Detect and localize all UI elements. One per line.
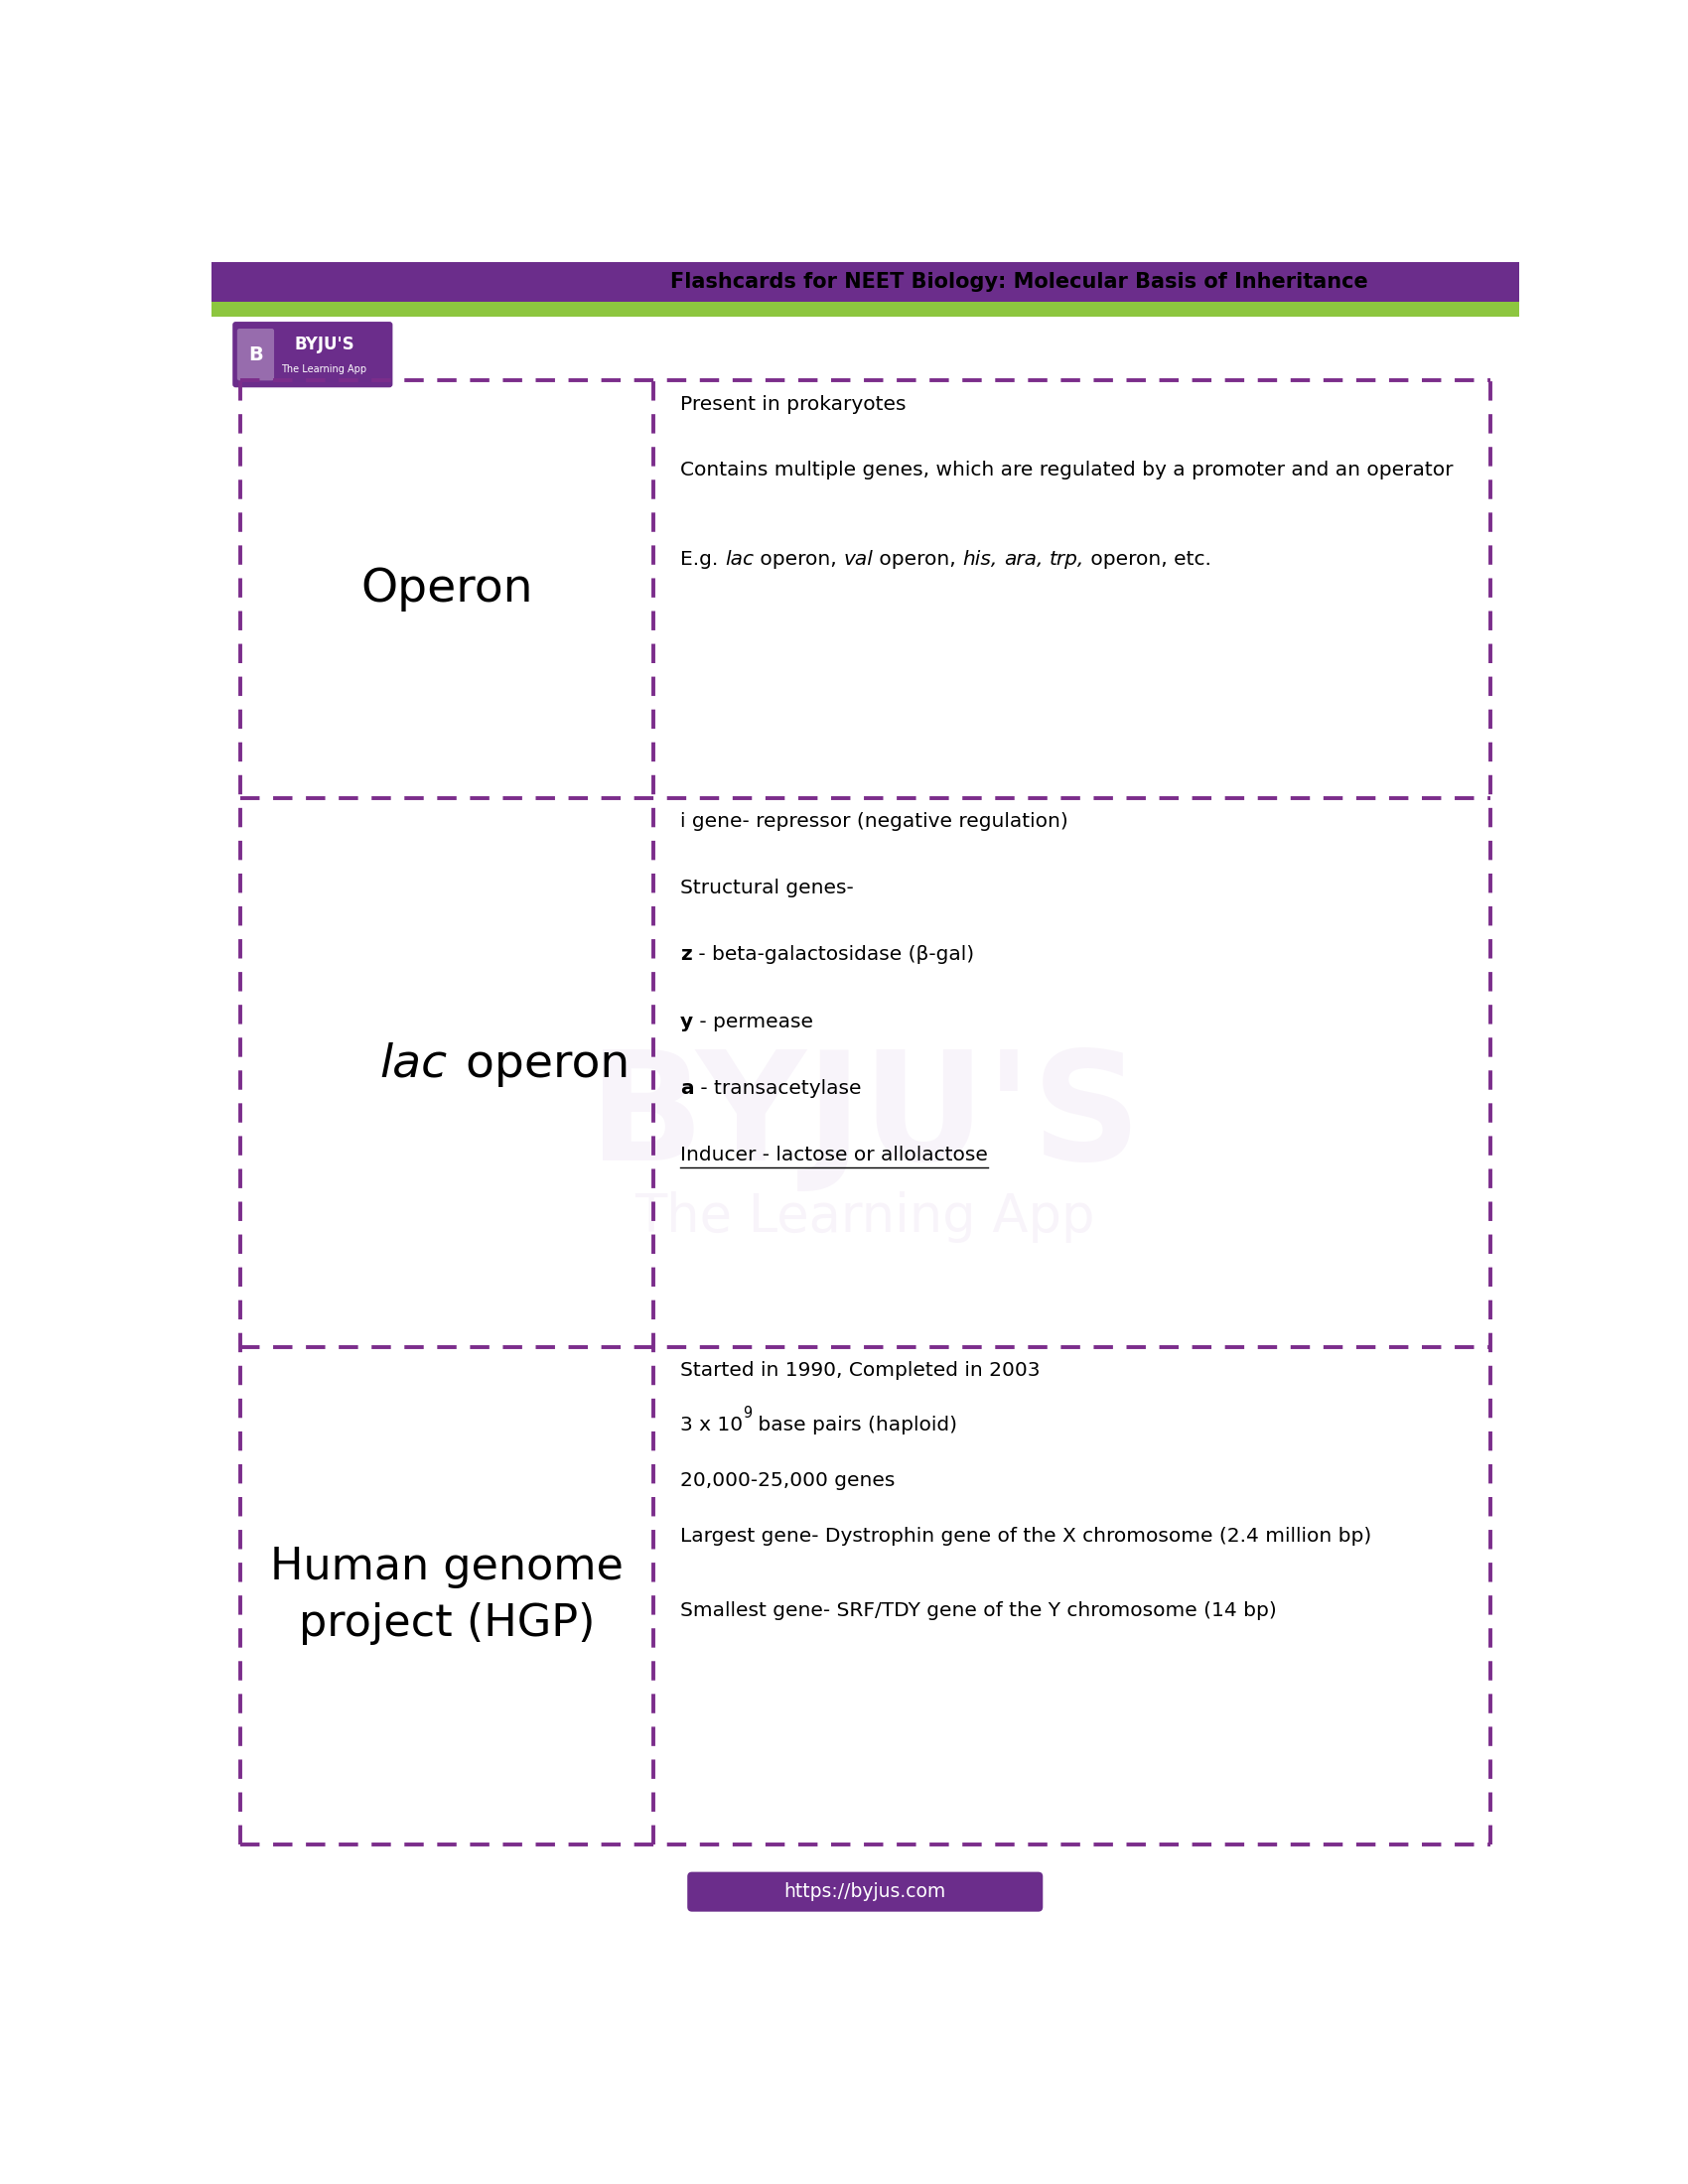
Bar xyxy=(211,301,1519,317)
Text: lac: lac xyxy=(724,550,753,568)
Text: Present in prokaryotes: Present in prokaryotes xyxy=(680,395,906,413)
Text: his,: his, xyxy=(962,550,998,568)
FancyBboxPatch shape xyxy=(687,1872,1043,1911)
Text: The Learning App: The Learning App xyxy=(282,365,366,373)
Text: Structural genes-: Structural genes- xyxy=(680,878,854,898)
Text: y: y xyxy=(680,1011,694,1031)
Text: BYJU'S: BYJU'S xyxy=(294,336,354,354)
Text: operon,: operon, xyxy=(753,550,842,568)
Text: trp,: trp, xyxy=(1048,550,1084,568)
Text: Human genome
project (HGP): Human genome project (HGP) xyxy=(270,1546,623,1645)
Text: a: a xyxy=(680,1079,694,1099)
Text: ara,: ara, xyxy=(1004,550,1043,568)
Text: Inducer - lactose or allolactose: Inducer - lactose or allolactose xyxy=(680,1147,987,1164)
Text: The Learning App: The Learning App xyxy=(635,1192,1096,1243)
Text: B: B xyxy=(248,345,263,365)
Text: 20,000-25,000 genes: 20,000-25,000 genes xyxy=(680,1472,895,1489)
Bar xyxy=(211,262,1519,301)
Text: 3 x 10: 3 x 10 xyxy=(680,1415,743,1435)
Text: https://byjus.com: https://byjus.com xyxy=(783,1883,947,1902)
Text: operon,: operon, xyxy=(873,550,962,568)
Text: z: z xyxy=(680,946,692,963)
Text: base pairs (haploid): base pairs (haploid) xyxy=(753,1415,957,1435)
Text: Largest gene- Dystrophin gene of the X chromosome (2.4 million bp): Largest gene- Dystrophin gene of the X c… xyxy=(680,1527,1372,1546)
Text: i gene- repressor (negative regulation): i gene- repressor (negative regulation) xyxy=(680,812,1069,830)
Text: - beta-galactosidase (β-gal): - beta-galactosidase (β-gal) xyxy=(692,946,974,963)
Text: val: val xyxy=(842,550,873,568)
Text: E.g.: E.g. xyxy=(680,550,724,568)
Text: operon: operon xyxy=(451,1042,630,1088)
Text: Flashcards for NEET Biology: Molecular Basis of Inheritance: Flashcards for NEET Biology: Molecular B… xyxy=(670,273,1367,293)
Text: - permease: - permease xyxy=(694,1011,814,1031)
Text: Contains multiple genes, which are regulated by a promoter and an operator: Contains multiple genes, which are regul… xyxy=(680,461,1453,480)
Text: 9: 9 xyxy=(743,1406,753,1420)
Text: Smallest gene- SRF/TDY gene of the Y chromosome (14 bp): Smallest gene- SRF/TDY gene of the Y chr… xyxy=(680,1601,1276,1621)
FancyBboxPatch shape xyxy=(233,321,393,387)
Text: BYJU'S: BYJU'S xyxy=(589,1044,1141,1192)
Text: operon, etc.: operon, etc. xyxy=(1084,550,1210,568)
Text: Operon: Operon xyxy=(361,568,533,612)
Text: - transacetylase: - transacetylase xyxy=(694,1079,861,1099)
Text: Started in 1990, Completed in 2003: Started in 1990, Completed in 2003 xyxy=(680,1361,1040,1380)
Text: lac: lac xyxy=(380,1042,447,1088)
FancyBboxPatch shape xyxy=(236,328,273,380)
